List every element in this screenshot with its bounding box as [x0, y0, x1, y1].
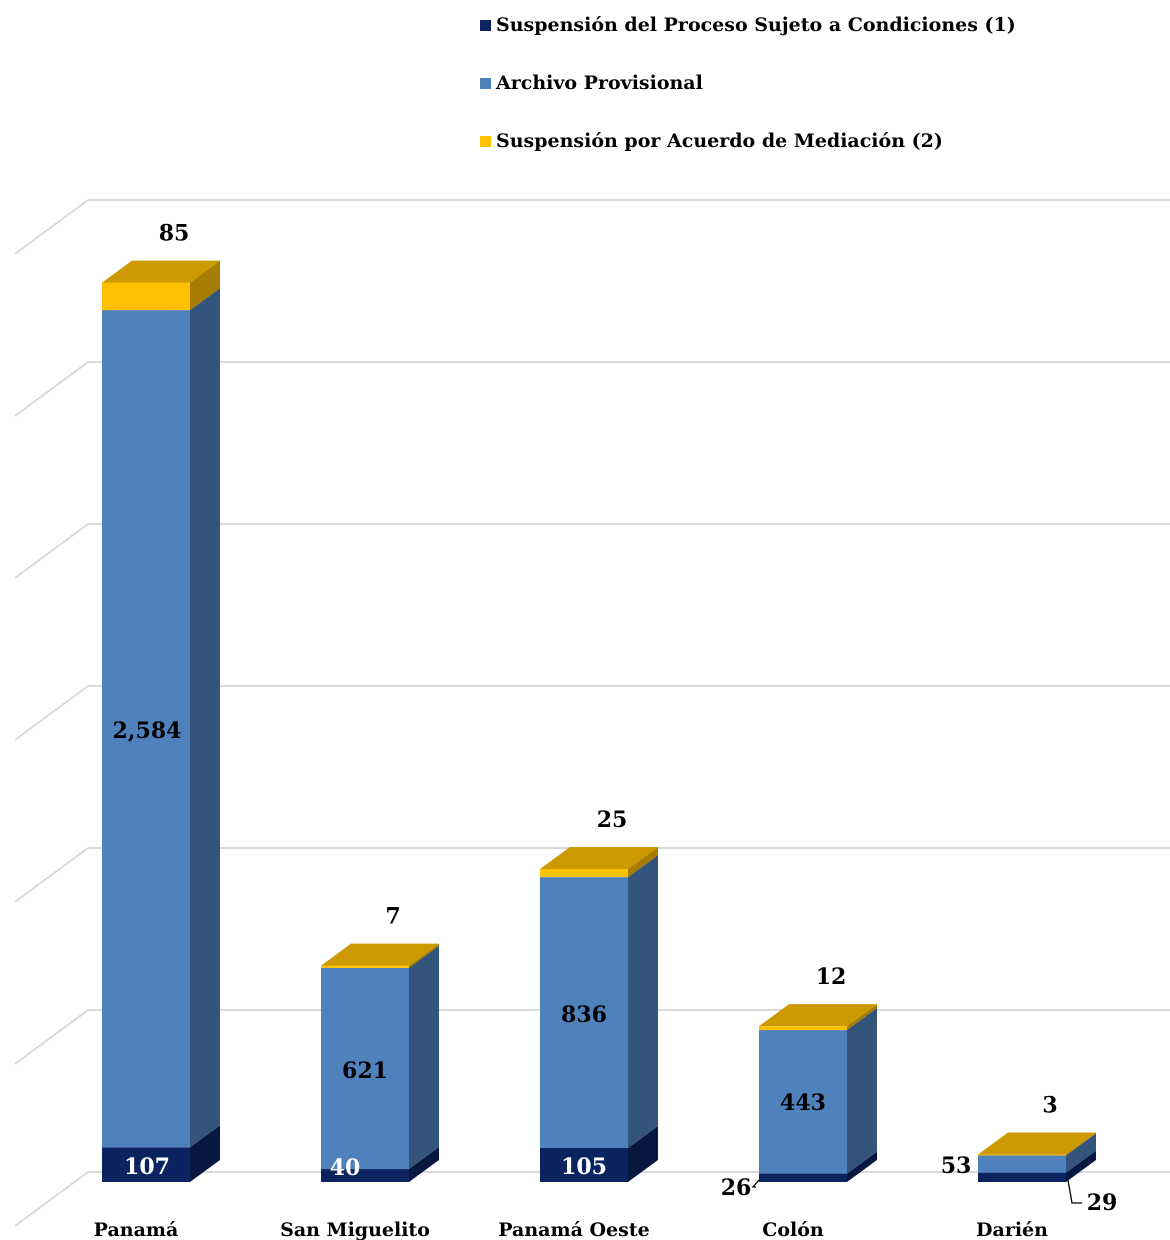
category-labels: Panamá San Miguelito Panamá Oeste Colón Dari… [94, 1219, 1048, 1240]
legend-swatch-3 [480, 135, 491, 147]
data-label-archivo: 53 [941, 1153, 972, 1179]
category-label: Colón [762, 1219, 824, 1240]
bar-top [978, 1132, 1096, 1155]
bar-top [540, 847, 658, 870]
legend-swatch-1 [480, 19, 491, 31]
bar-side [1066, 1150, 1096, 1182]
bar-side [409, 1147, 439, 1182]
bar-side [409, 945, 439, 1170]
data-label-mediacion: 7 [385, 904, 400, 930]
data-label-suspension: 107 [124, 1154, 170, 1180]
gridline-side [14, 1171, 89, 1227]
bar-front [759, 1026, 847, 1031]
data-label-archivo: 621 [342, 1058, 388, 1084]
data-label-archivo: 443 [780, 1090, 826, 1116]
legend-swatch-2 [480, 77, 491, 89]
data-label-suspension: 29 [1087, 1190, 1118, 1216]
bar-side [847, 1004, 877, 1031]
legend: Suspensión del Proceso Sujeto a Condicio… [480, 10, 1016, 184]
gridline-side [14, 1009, 89, 1065]
legend-label-3: Suspensión por Acuerdo de Mediación (2) [496, 130, 943, 152]
legend-item-3: Suspensión por Acuerdo de Mediación (2) [480, 126, 1016, 156]
category-label: Panamá Oeste [498, 1219, 649, 1240]
bar-front [759, 1030, 847, 1174]
category-label: Darién [976, 1219, 1048, 1240]
gridline-side [14, 361, 89, 417]
bar-front [540, 1147, 628, 1182]
data-label-suspension: 105 [561, 1154, 607, 1180]
gridline-side [14, 847, 89, 903]
bar-side [1066, 1133, 1096, 1173]
data-label-mediacion: 12 [816, 964, 847, 990]
bar-side [628, 847, 658, 878]
data-label-mediacion: 85 [159, 221, 190, 247]
label-leader-line [1067, 1179, 1082, 1204]
bar-side [190, 260, 220, 311]
bar-front [102, 282, 190, 311]
bar-front [759, 1173, 847, 1182]
data-label-archivo: 2,584 [113, 718, 182, 744]
bar-top [321, 943, 439, 966]
bar-side [847, 1151, 877, 1182]
data-label-suspension: 40 [330, 1155, 361, 1181]
data-label-mediacion: 25 [597, 807, 628, 833]
bar-side [628, 855, 658, 1148]
bar-front [321, 1169, 409, 1182]
bar-front [321, 967, 409, 1170]
label-leader-line [751, 1179, 760, 1188]
data-labels: 85 7 25 12 3 107 2,584 40 621 105 836 26 443 29 53 [113, 221, 1118, 1216]
bar-front [978, 1172, 1066, 1182]
bar-side [847, 1008, 877, 1174]
legend-label-2: Archivo Provisional [496, 72, 703, 94]
data-label-suspension: 26 [721, 1175, 752, 1201]
bars [102, 260, 1096, 1182]
bar-front [978, 1155, 1066, 1173]
bar-front [321, 965, 409, 968]
bar-top [102, 260, 220, 283]
bar-front [978, 1154, 1066, 1156]
gridline-side [14, 523, 89, 579]
bar-front [102, 1147, 190, 1182]
bar-front [540, 877, 628, 1148]
legend-item-1: Suspensión del Proceso Sujeto a Condicio… [480, 10, 1016, 40]
category-label: Panamá [94, 1219, 179, 1240]
bar-front [102, 310, 190, 1148]
bar-side [1066, 1132, 1096, 1156]
gridlines [14, 199, 1170, 1227]
bar-side [628, 1125, 658, 1182]
data-label-archivo: 836 [561, 1002, 607, 1028]
bar-top [759, 1004, 877, 1027]
bar-side [190, 1125, 220, 1182]
legend-item-2: Archivo Provisional [480, 68, 1016, 98]
gridline-side [14, 199, 89, 255]
data-label-mediacion: 3 [1042, 1092, 1057, 1118]
category-label: San Miguelito [280, 1219, 430, 1240]
bar-side [190, 288, 220, 1148]
gridline-side [14, 685, 89, 741]
bar-side [409, 943, 439, 968]
legend-label-1: Suspensión del Proceso Sujeto a Condicio… [496, 14, 1016, 36]
bar-front [540, 869, 628, 878]
